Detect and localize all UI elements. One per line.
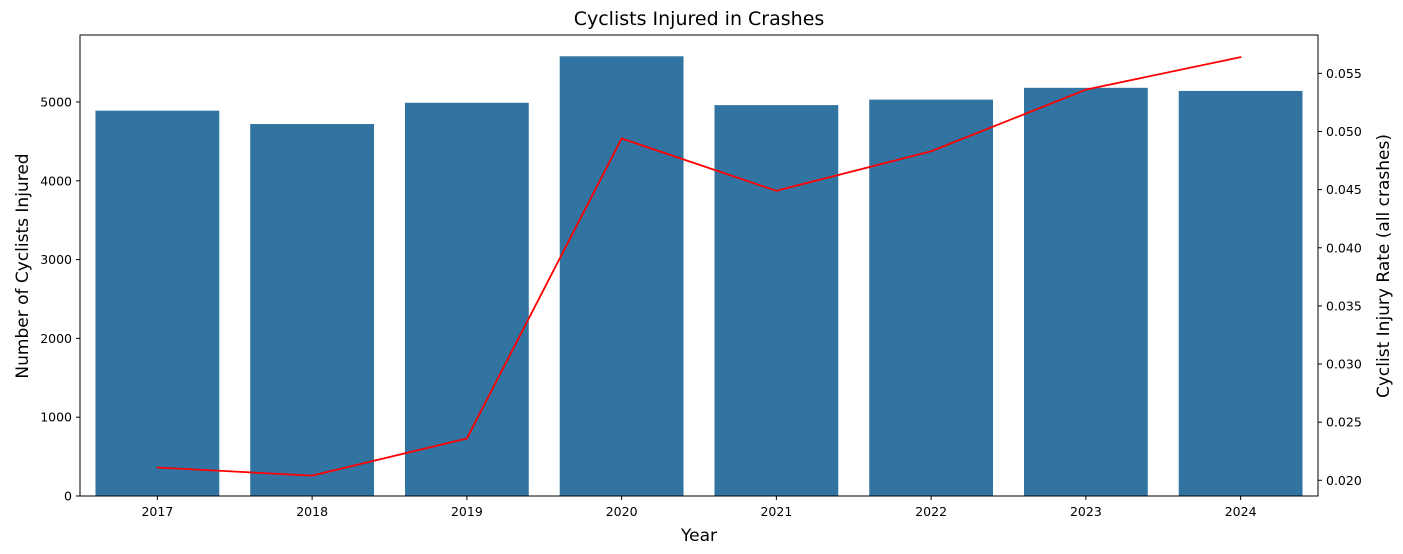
bar-2021 xyxy=(714,105,839,496)
y2-tick-label-0.050: 0.050 xyxy=(1326,124,1362,139)
x-tick-label-2017: 2017 xyxy=(141,504,173,519)
y-tick-label-3000: 3000 xyxy=(40,252,72,267)
rate-point-2021 xyxy=(775,189,778,192)
y2-tick-label-0.035: 0.035 xyxy=(1326,298,1362,313)
x-tick-label-2021: 2021 xyxy=(760,504,792,519)
rate-point-2024 xyxy=(1239,56,1242,58)
x-axis-label: Year xyxy=(680,526,717,546)
bar-2017 xyxy=(95,110,220,497)
y2-axis-label: Cyclist Injury Rate (all crashes) xyxy=(1374,134,1394,398)
x-tick-label-2024: 2024 xyxy=(1225,504,1257,519)
rate-point-2019 xyxy=(465,437,468,440)
x-tick-label-2020: 2020 xyxy=(606,504,638,519)
y2-tick-label-0.020: 0.020 xyxy=(1326,473,1362,488)
plot-area: 2017 2018 2019 2020 2021 2022 2023 2024 0 1000 200… xyxy=(40,34,1362,519)
y-tick-label-1000: 1000 xyxy=(40,410,72,425)
bar-2018 xyxy=(250,124,375,497)
y2-tick-label-0.040: 0.040 xyxy=(1326,240,1362,255)
rate-line xyxy=(157,56,1241,477)
rate-point-2020 xyxy=(620,137,623,140)
y-tick-label-4000: 4000 xyxy=(40,173,72,188)
y-axis-label: Number of Cyclists Injured xyxy=(13,153,33,378)
rate-point-2018 xyxy=(311,474,314,477)
bar-2022 xyxy=(869,99,994,497)
y-tick-label-0: 0 xyxy=(64,489,72,504)
bar-2020 xyxy=(559,56,684,496)
bar-2023 xyxy=(1023,87,1148,497)
x-tick-label-2018: 2018 xyxy=(296,504,328,519)
y2-tick-label-0.055: 0.055 xyxy=(1326,66,1362,81)
x-tick-label-2019: 2019 xyxy=(451,504,483,519)
chart-title: Cyclists Injured in Crashes xyxy=(574,8,825,30)
x-tick-label-2023: 2023 xyxy=(1070,504,1102,519)
y-tick-label-5000: 5000 xyxy=(40,94,72,109)
bar-2024 xyxy=(1178,90,1303,496)
rate-point-2017 xyxy=(156,466,159,469)
y2-tick-label-0.045: 0.045 xyxy=(1326,182,1362,197)
plot-frame xyxy=(79,34,1319,497)
y2-tick-label-0.025: 0.025 xyxy=(1326,415,1362,430)
rate-point-2022 xyxy=(930,150,933,153)
y2-tick-label-0.030: 0.030 xyxy=(1326,357,1362,372)
x-tick-label-2022: 2022 xyxy=(915,504,947,519)
bar-2019 xyxy=(404,102,529,497)
rate-point-2023 xyxy=(1084,88,1087,91)
y-tick-label-2000: 2000 xyxy=(40,331,72,346)
